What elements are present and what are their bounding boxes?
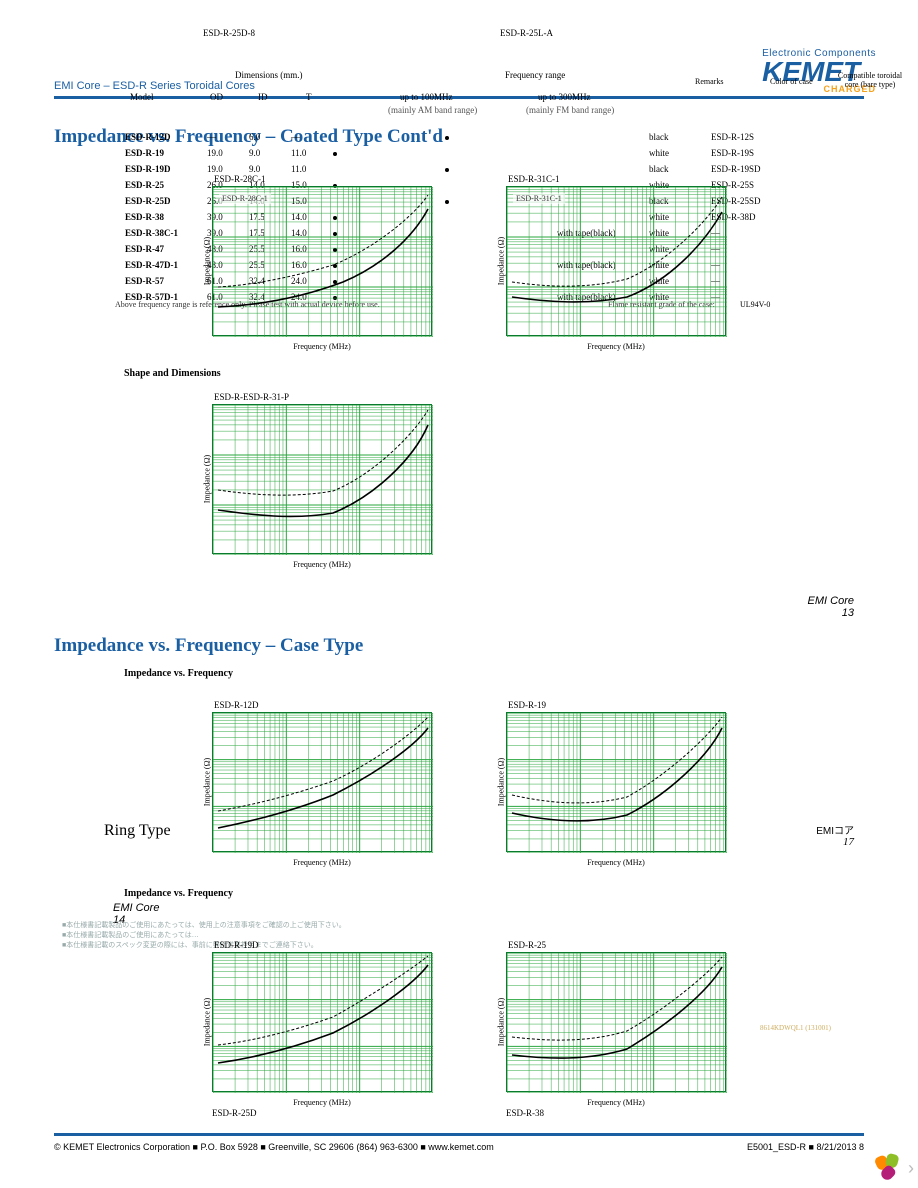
col-frequency: Frequency range [505, 70, 565, 80]
chevron-right-icon[interactable]: › [908, 1158, 914, 1179]
chart-title: ESD-R-19 [508, 700, 726, 710]
x-axis-label: Frequency (MHz) [507, 342, 725, 351]
chart-title: ESD-R-12D [214, 700, 432, 710]
col-fmband: (mainly FM band range) [526, 105, 614, 115]
footer-right: E5001_ESD-R ■ 8/21/2013 8 [747, 1142, 864, 1152]
imp-vs-freq-heading-2: Impedance vs. Frequency [124, 888, 233, 899]
mini-chart-label: ESD-R-38 [506, 1108, 544, 1118]
col-remarks: Remarks [695, 77, 723, 86]
top-chart-label-left: ESD-R-25D-8 [203, 28, 255, 38]
y-axis-label: Impedance (Ω) [497, 758, 506, 806]
col-compat: Compatible toroidal core (bare type) [835, 71, 905, 89]
chart-title: ESD-R-25 [508, 940, 726, 950]
x-axis-label: Frequency (MHz) [213, 858, 431, 867]
impedance-chart: ESD-R-ESD-R-31-PImpedance (Ω)Frequency (… [212, 392, 432, 554]
x-axis-label: Frequency (MHz) [213, 342, 431, 351]
y-axis-label: Impedance (Ω) [203, 455, 212, 503]
chart-title: ESD-R-28C-1 [214, 174, 432, 184]
chart-title: ESD-R-19D [214, 940, 432, 950]
impedance-chart: ESD-R-28C-1Impedance (Ω)Frequency (MHz)E… [212, 174, 432, 336]
col-model: Model [130, 92, 154, 102]
jp-note-2: ■本仕様書記載製品のご使用にあたっては… [62, 930, 199, 940]
x-axis-label: Frequency (MHz) [213, 1098, 431, 1107]
y-axis-label: Impedance (Ω) [203, 998, 212, 1046]
table-row: ESD-R-12D—6.0—blackESD-R-12S [117, 130, 783, 144]
y-axis-label: Impedance (Ω) [497, 998, 506, 1046]
col-amband: (mainly AM band range) [388, 105, 477, 115]
y-axis-label: Impedance (Ω) [497, 237, 506, 285]
emi-core-label-13: EMI Core13 [808, 595, 854, 619]
col-300m: up to 300MHz [538, 92, 591, 102]
doc-title: EMI Core – ESD-R Series Toroidal Cores [54, 80, 255, 92]
jp-note-1: ■本仕様書記載製品のご使用にあたっては、使用上の注意事項をご確認の上ご使用下さい… [62, 920, 346, 930]
doc-code: 8614KDWQL1 (131001) [760, 1024, 831, 1032]
mini-chart-label: ESD-R-25D [212, 1108, 257, 1118]
col-color: Color of case [770, 77, 813, 86]
flower-icon [874, 1154, 902, 1182]
y-axis-label: Impedance (Ω) [203, 237, 212, 285]
col-dimensions: Dimensions (mm.) [235, 70, 303, 80]
section-title-case: Impedance vs. Frequency – Case Type [54, 635, 363, 657]
impedance-chart: ESD-R-25Impedance (Ω)Frequency (MHz) [506, 940, 726, 1092]
impedance-chart: ESD-R-19Impedance (Ω)Frequency (MHz) [506, 700, 726, 852]
x-axis-label: Frequency (MHz) [213, 560, 431, 569]
emi-core-jp: EMIコア [816, 822, 854, 837]
top-chart-label-right: ESD-R-25L-A [500, 28, 553, 38]
chart-sublabel: ESD-R-31C-1 [513, 193, 565, 204]
impedance-chart: ESD-R-12DImpedance (Ω)Frequency (MHz) [212, 700, 432, 852]
page-17: 17 [843, 836, 854, 848]
col-od: OD [210, 92, 223, 102]
x-axis-label: Frequency (MHz) [507, 1098, 725, 1107]
table-row: ESD-R-1919.09.011.0whiteESD-R-19S [117, 146, 783, 160]
imp-vs-freq-heading-1: Impedance vs. Frequency [124, 668, 233, 679]
pager-widget[interactable]: › [874, 1154, 914, 1182]
page: { "header": { "topLabelL": "ESD-R-25D-8"… [0, 0, 918, 1188]
chart-title: ESD-R-31C-1 [508, 174, 726, 184]
footer: © KEMET Electronics Corporation ■ P.O. B… [54, 1142, 864, 1152]
col-100m: up to 100MHz [400, 92, 453, 102]
x-axis-label: Frequency (MHz) [507, 858, 725, 867]
ring-type-label: Ring Type [104, 822, 171, 840]
chart-title: ESD-R-ESD-R-31-P [214, 392, 432, 402]
col-id: ID [258, 92, 268, 102]
col-t: T [306, 92, 312, 102]
header-rule [54, 96, 864, 99]
footer-rule [54, 1133, 864, 1136]
uls-code: UL94V-0 [740, 300, 770, 309]
footer-left: © KEMET Electronics Corporation ■ P.O. B… [54, 1142, 494, 1152]
shape-dimensions-heading: Shape and Dimensions [124, 368, 221, 379]
impedance-chart: ESD-R-31C-1Impedance (Ω)Frequency (MHz)E… [506, 174, 726, 336]
y-axis-label: Impedance (Ω) [203, 758, 212, 806]
impedance-chart: ESD-R-19DImpedance (Ω)Frequency (MHz) [212, 940, 432, 1092]
chart-sublabel: ESD-R-28C-1 [219, 193, 271, 204]
